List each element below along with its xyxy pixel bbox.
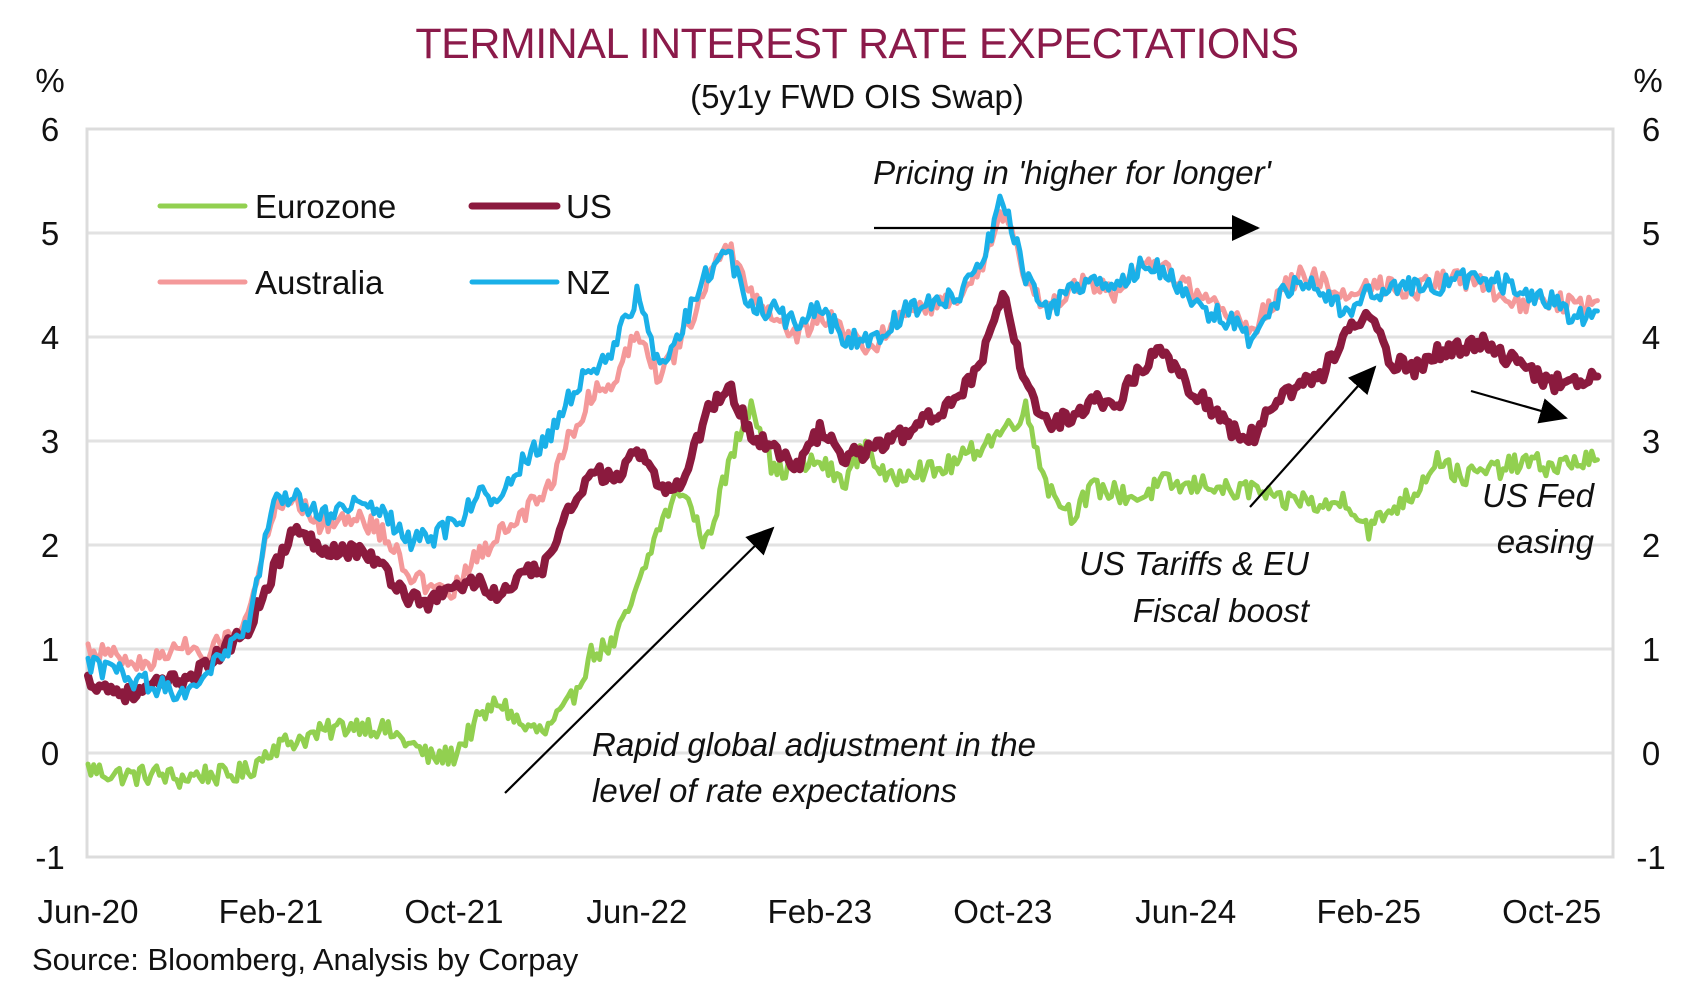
y-tick-label-right: 4: [1642, 319, 1660, 356]
x-tick-label: Jun-22: [586, 893, 687, 930]
legend-label-australia: Australia: [255, 264, 384, 301]
y-tick-label-right: 3: [1642, 423, 1660, 460]
legend-item-australia[interactable]: Australia: [157, 264, 384, 301]
annotation-fed-easing-line2: easing: [1497, 523, 1595, 560]
annotation-tariffs-fiscal: US Tariffs & EU Fiscal boost: [1079, 365, 1377, 629]
legend-label-us: US: [566, 188, 612, 225]
annotation-tariffs-fiscal-line1: US Tariffs & EU: [1079, 545, 1309, 582]
x-tick-label: Feb-21: [219, 893, 324, 930]
x-tick-label: Oct-23: [953, 893, 1052, 930]
x-tick-label: Feb-23: [768, 893, 873, 930]
x-tick-label: Oct-21: [404, 893, 503, 930]
legend-item-eurozone[interactable]: Eurozone: [157, 188, 396, 225]
legend: Eurozone US Australia NZ: [157, 188, 612, 301]
x-tick-label: Jun-20: [38, 893, 139, 930]
x-tick-label: Feb-25: [1316, 893, 1421, 930]
annotation-higher-for-longer-text: Pricing in 'higher for longer': [873, 154, 1273, 191]
annotation-rapid-adjustment-line2: level of rate expectations: [592, 772, 957, 809]
x-axis: Jun-20 Feb-21 Oct-21 Jun-22 Feb-23 Oct-23 Jun-…: [38, 893, 1602, 930]
annotation-fed-easing-line1: US Fed: [1482, 477, 1596, 514]
y-tick-label-left: 4: [41, 319, 59, 356]
legend-item-nz[interactable]: NZ: [469, 264, 610, 301]
y-tick-label-right: 5: [1642, 215, 1660, 252]
y-tick-label-left: -1: [35, 839, 64, 876]
y-axis-right-unit: %: [1633, 62, 1662, 99]
annotation-rapid-adjustment-arrow: [504, 526, 775, 794]
series-layer: [84, 193, 1602, 790]
chart-title: TERMINAL INTEREST RATE EXPECTATIONS: [415, 20, 1298, 68]
series-line-nz: [85, 193, 1600, 703]
annotation-fed-easing-arrow: [1470, 389, 1568, 424]
chart-subtitle: (5y1y FWD OIS Swap): [690, 78, 1024, 115]
y-tick-label-left: 3: [41, 423, 59, 460]
x-tick-label: Jun-24: [1135, 893, 1236, 930]
y-axis-left: -1 0 1 2 3 4 5 6: [35, 111, 64, 876]
legend-item-us[interactable]: US: [468, 188, 612, 225]
annotation-tariffs-fiscal-arrow: [1249, 365, 1377, 508]
y-tick-label-right: 2: [1642, 527, 1660, 564]
annotation-rapid-adjustment-line1: Rapid global adjustment in the: [592, 726, 1036, 763]
annotation-higher-for-longer: Pricing in 'higher for longer': [873, 154, 1273, 241]
y-tick-label-right: -1: [1636, 839, 1665, 876]
y-tick-label-right: 6: [1642, 111, 1660, 148]
y-tick-label-right: 1: [1642, 631, 1660, 668]
y-tick-label-left: 2: [41, 527, 59, 564]
plot-frame: [85, 127, 1615, 859]
legend-label-eurozone: Eurozone: [255, 188, 396, 225]
y-tick-label-left: 1: [41, 631, 59, 668]
y-tick-label-left: 0: [41, 735, 59, 772]
annotation-tariffs-fiscal-line2: Fiscal boost: [1133, 592, 1311, 629]
series-line-eurozone: [85, 398, 1600, 790]
x-tick-label: Oct-25: [1502, 893, 1601, 930]
series-points-us: [88, 295, 1598, 696]
annotation-fed-easing: US Fed easing: [1470, 389, 1596, 560]
y-axis-left-unit: %: [35, 62, 64, 99]
y-tick-label-right: 0: [1642, 735, 1660, 772]
source-note: Source: Bloomberg, Analysis by Corpay: [32, 942, 579, 977]
series-line-us: [84, 289, 1602, 706]
series-line-australia: [85, 209, 1600, 672]
annotation-rapid-adjustment: Rapid global adjustment in the level of …: [504, 526, 1036, 809]
gridlines: [87, 231, 1613, 755]
y-tick-label-left: 6: [41, 111, 59, 148]
legend-label-nz: NZ: [566, 264, 610, 301]
y-axis-right: -1 0 1 2 3 4 5 6: [1636, 111, 1665, 876]
y-tick-label-left: 5: [41, 215, 59, 252]
